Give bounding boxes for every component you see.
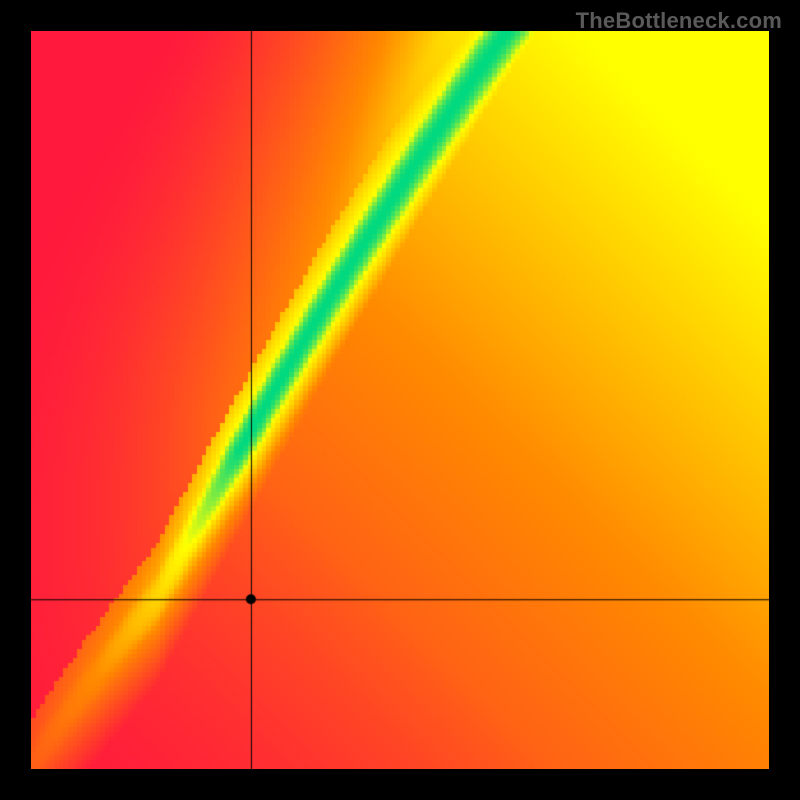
watermark-text: TheBottleneck.com [576, 8, 782, 34]
bottleneck-heatmap [31, 31, 769, 769]
heatmap-canvas [31, 31, 769, 769]
